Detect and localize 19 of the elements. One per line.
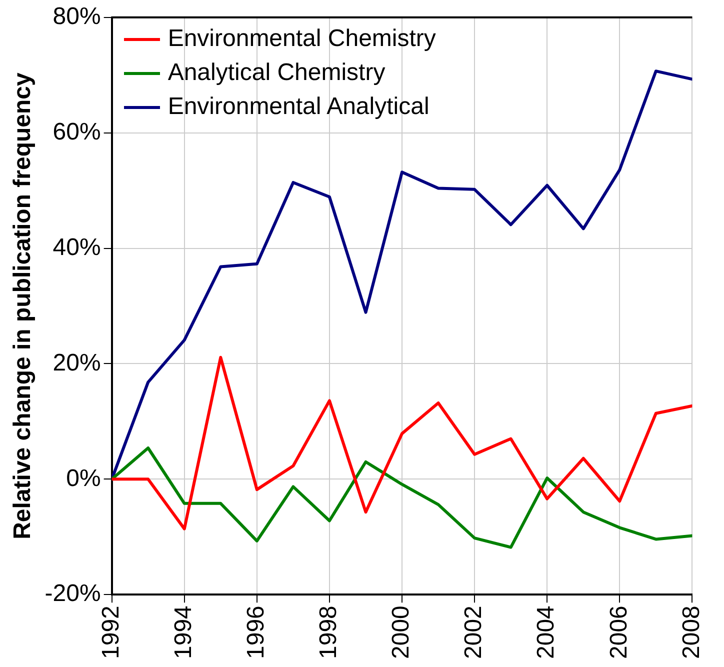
y-tick-label: 40% (52, 234, 101, 261)
legend-label: Environmental Analytical (168, 92, 430, 122)
x-tick-label: 2008 (678, 606, 705, 659)
x-tick-label: 2004 (532, 606, 560, 659)
y-axis-title: Relative change in publication frequency (9, 72, 36, 540)
x-tick-label: 2002 (460, 606, 488, 659)
y-tick-label: 60% (52, 118, 101, 146)
x-tick-label: 2006 (605, 606, 632, 659)
y-tick-label: 0% (66, 464, 101, 492)
x-tick-label: 2000 (388, 606, 415, 659)
legend-label: Analytical Chemistry (168, 58, 386, 88)
y-tick-label: 80% (52, 3, 101, 30)
legend-label: Environmental Chemistry (168, 24, 436, 54)
x-tick-label: 1992 (97, 606, 124, 659)
x-tick-label: 1996 (242, 606, 270, 659)
y-tick-label: -20% (44, 580, 101, 608)
x-tick-label: 1994 (170, 606, 197, 659)
y-tick-label: 20% (52, 349, 101, 376)
x-tick-label: 1998 (315, 606, 342, 659)
